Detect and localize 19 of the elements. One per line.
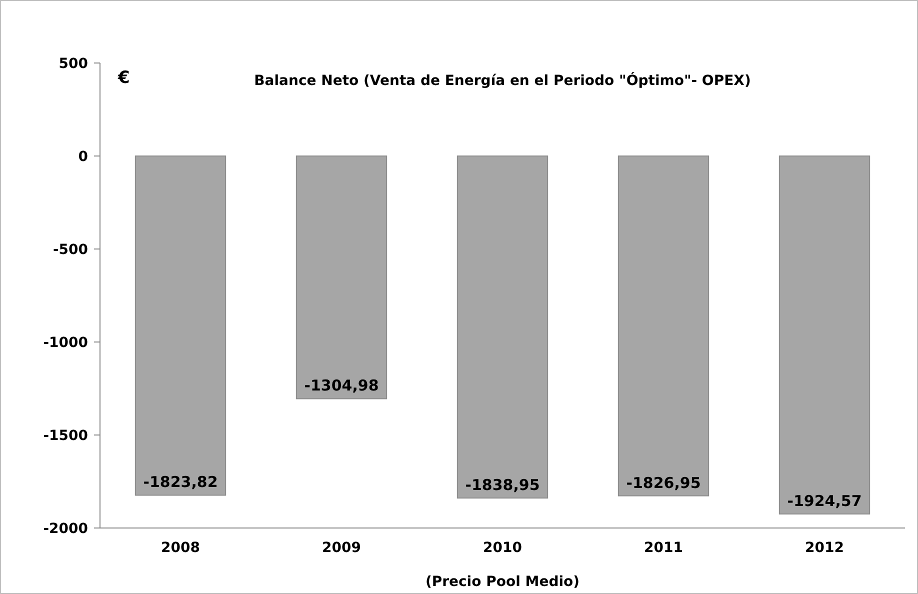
x-axis-title: (Precio Pool Medio) (425, 574, 580, 590)
x-tick-label: 2008 (161, 540, 200, 556)
annotation: € (117, 68, 130, 88)
x-tick-label: 2009 (322, 540, 361, 556)
data-label: -1823,82 (143, 473, 218, 492)
text: Balance Neto (Venta de Energía en el Periodo "Óptimo"- OPEX) (254, 72, 751, 89)
x-tick-label: 2012 (805, 540, 844, 556)
y-tick-label: 0 (78, 149, 88, 165)
x-tick-label: 2011 (644, 540, 683, 556)
data-label: -1924,57 (787, 492, 862, 510)
y-tick-label: -1000 (43, 335, 88, 351)
x-tick-label: 2010 (483, 540, 522, 556)
y-tick-label: 500 (58, 56, 88, 72)
data-label: -1304,98 (304, 376, 379, 395)
y-tick-label: -500 (52, 242, 88, 258)
data-label: -1838,95 (465, 476, 540, 494)
y-tick-label: -2000 (43, 521, 88, 537)
data-label: -1826,95 (626, 474, 701, 492)
y-tick-label: -1500 (43, 428, 88, 444)
